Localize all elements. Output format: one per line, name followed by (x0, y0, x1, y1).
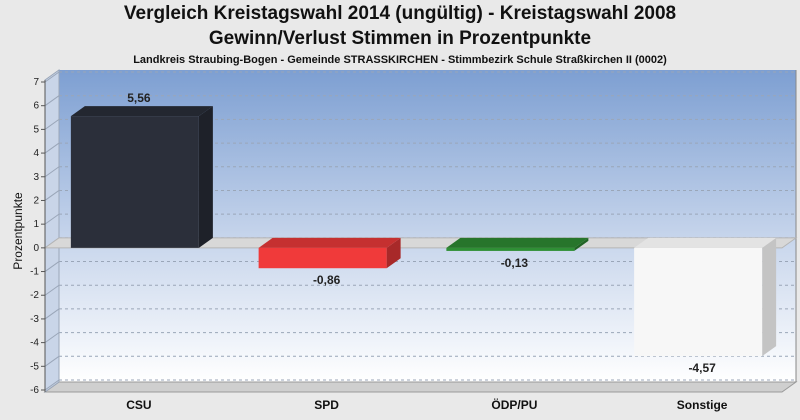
y-tick-label: 0 (33, 243, 39, 254)
gridline-side (44, 379, 60, 391)
bar-top-csu (70, 106, 213, 117)
gridline-side (44, 261, 60, 272)
y-tick-label: 3 (33, 172, 39, 183)
y-tick-label: -3 (30, 314, 39, 325)
gridline-side (44, 190, 60, 201)
bar-csu (70, 116, 199, 248)
data-label-spd: -0,86 (313, 273, 341, 287)
gridline-side (44, 142, 60, 154)
gridline-side (44, 118, 60, 130)
plot-left-wall (44, 69, 60, 393)
bar-side-csu (198, 106, 213, 248)
bar-side-spd (386, 237, 401, 269)
x-tick-label-sonstige: Sonstige (677, 398, 728, 412)
gridline-side (44, 284, 60, 296)
gridline-side (44, 71, 60, 83)
y-tick-label: -6 (30, 385, 39, 396)
bar-top-sonstige (634, 237, 777, 248)
bar-side-sonstige (762, 237, 777, 357)
gridline-side (44, 355, 60, 367)
bar-top-ödp/pu (446, 237, 589, 248)
bar-side-ödp/pu (574, 237, 589, 251)
gridline-side (44, 166, 60, 178)
data-label-sonstige: -4,57 (688, 361, 716, 375)
x-tick-label-spd: SPD (314, 398, 339, 412)
y-tick-label: 7 (33, 77, 39, 88)
chart-location-subtitle: Landkreis Straubing-Bogen - Gemeinde STR… (133, 54, 667, 66)
y-tick-label: -2 (30, 290, 39, 301)
bar-sonstige (634, 247, 763, 357)
y-tick-label: -4 (30, 338, 39, 349)
data-label-ödp/pu: -0,13 (501, 256, 529, 270)
gridline-side (44, 332, 60, 344)
bar-top-spd (258, 237, 401, 248)
y-tick-label: -5 (30, 361, 39, 372)
data-label-csu: 5,56 (127, 91, 151, 105)
y-tick-label: -1 (30, 267, 39, 278)
y-tick-label: 2 (33, 195, 39, 206)
chart-title: Vergleich Kreistagswahl 2014 (ungültig) … (123, 3, 677, 24)
chart-subtitle: Gewinn/Verlust Stimmen in Prozentpunkte (208, 28, 592, 49)
plot-floor (43, 381, 798, 393)
bar-ödp/pu (446, 247, 575, 251)
bar-spd (258, 247, 387, 269)
gridline-side (44, 95, 60, 107)
gridline-side (44, 308, 60, 320)
y-tick-label: 5 (33, 124, 39, 135)
x-tick-label-ödp/pu: ÖDP/PU (491, 397, 537, 412)
gridline-side (44, 213, 60, 225)
y-tick-label: 4 (33, 148, 39, 159)
x-tick-label-csu: CSU (126, 398, 151, 412)
y-tick-label: 1 (33, 219, 39, 230)
y-axis-label: Prozentpunkte (11, 192, 25, 270)
y-tick-label: 6 (33, 101, 39, 112)
